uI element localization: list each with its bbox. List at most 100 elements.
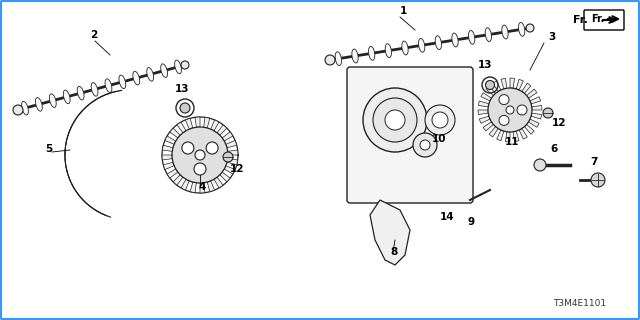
Text: 8: 8 (390, 247, 397, 257)
Ellipse shape (325, 55, 335, 65)
Circle shape (172, 127, 228, 183)
Polygon shape (163, 145, 173, 151)
Circle shape (182, 142, 194, 154)
Polygon shape (207, 181, 214, 192)
Circle shape (517, 105, 527, 115)
Ellipse shape (485, 28, 492, 42)
Ellipse shape (91, 83, 98, 96)
Polygon shape (163, 162, 174, 170)
Text: Fr.: Fr. (573, 15, 588, 25)
Circle shape (206, 142, 218, 154)
Polygon shape (516, 79, 524, 90)
Text: 11: 11 (505, 137, 520, 147)
Ellipse shape (502, 25, 508, 39)
Ellipse shape (105, 79, 112, 92)
Text: 12: 12 (552, 118, 566, 128)
Polygon shape (177, 122, 186, 133)
Polygon shape (510, 78, 515, 88)
Ellipse shape (419, 38, 425, 52)
Circle shape (499, 95, 509, 105)
Ellipse shape (49, 94, 56, 108)
Text: 10: 10 (432, 134, 447, 144)
Polygon shape (522, 83, 531, 93)
Polygon shape (204, 117, 210, 128)
Ellipse shape (526, 24, 534, 32)
Polygon shape (497, 130, 504, 141)
Circle shape (363, 88, 427, 152)
Polygon shape (167, 169, 178, 178)
Circle shape (499, 116, 509, 125)
Circle shape (373, 98, 417, 142)
Ellipse shape (468, 30, 475, 44)
Text: Fr.: Fr. (591, 14, 604, 24)
Ellipse shape (180, 103, 190, 113)
Ellipse shape (22, 101, 28, 115)
Polygon shape (519, 129, 527, 139)
Polygon shape (501, 78, 507, 89)
Circle shape (385, 110, 405, 130)
Polygon shape (483, 122, 493, 131)
Ellipse shape (63, 90, 70, 104)
Circle shape (413, 133, 437, 157)
Ellipse shape (119, 75, 126, 89)
Circle shape (223, 152, 233, 162)
Ellipse shape (369, 46, 375, 60)
Circle shape (591, 173, 605, 187)
Ellipse shape (335, 52, 342, 66)
Text: 2: 2 (90, 30, 97, 40)
Circle shape (195, 150, 205, 160)
Text: 9: 9 (467, 217, 474, 227)
Polygon shape (190, 182, 196, 193)
Ellipse shape (486, 81, 495, 90)
Circle shape (425, 105, 455, 135)
Polygon shape (493, 81, 501, 92)
Text: 3: 3 (548, 32, 556, 42)
Ellipse shape (35, 98, 42, 111)
Polygon shape (524, 124, 534, 134)
Polygon shape (224, 166, 235, 174)
Polygon shape (478, 110, 488, 115)
Circle shape (543, 108, 553, 118)
Polygon shape (530, 97, 541, 104)
Polygon shape (186, 118, 193, 129)
Polygon shape (214, 177, 223, 188)
Circle shape (506, 106, 514, 114)
Polygon shape (227, 159, 237, 165)
Text: T3M4E1101: T3M4E1101 (554, 299, 607, 308)
Ellipse shape (77, 86, 84, 100)
Polygon shape (200, 183, 205, 193)
Text: 4: 4 (198, 182, 205, 192)
Ellipse shape (133, 71, 140, 85)
Polygon shape (506, 132, 510, 142)
Polygon shape (220, 172, 230, 182)
Ellipse shape (452, 33, 458, 47)
Polygon shape (486, 86, 495, 96)
Polygon shape (481, 93, 492, 101)
Ellipse shape (161, 64, 168, 77)
Circle shape (420, 140, 430, 150)
Ellipse shape (385, 44, 392, 58)
Ellipse shape (13, 105, 23, 115)
Circle shape (488, 88, 532, 132)
Ellipse shape (181, 61, 189, 69)
Text: 13: 13 (478, 60, 493, 70)
Polygon shape (228, 150, 238, 155)
Text: 13: 13 (175, 84, 189, 94)
Text: 7: 7 (590, 157, 597, 167)
Circle shape (432, 112, 448, 128)
Ellipse shape (147, 68, 154, 81)
Ellipse shape (352, 49, 358, 63)
Polygon shape (195, 117, 200, 127)
Ellipse shape (402, 41, 408, 55)
Text: 6: 6 (550, 144, 557, 154)
Polygon shape (226, 140, 237, 148)
Text: 1: 1 (400, 6, 407, 16)
FancyBboxPatch shape (584, 10, 624, 30)
Polygon shape (529, 119, 539, 127)
Polygon shape (217, 125, 227, 135)
Polygon shape (479, 116, 490, 123)
Polygon shape (370, 200, 410, 265)
Polygon shape (181, 179, 189, 190)
Polygon shape (478, 101, 489, 107)
Text: 14: 14 (440, 212, 454, 222)
